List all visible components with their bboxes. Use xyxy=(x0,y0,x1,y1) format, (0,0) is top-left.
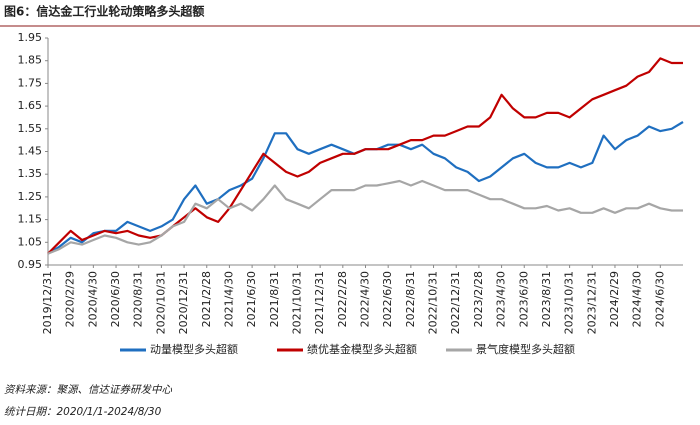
y-tick-label: 1.65 xyxy=(18,99,43,112)
series-line xyxy=(47,179,683,255)
legend-label: 景气度模型多头超额 xyxy=(476,342,575,356)
y-tick-label: 1.45 xyxy=(18,145,43,158)
series-line xyxy=(47,57,683,255)
x-tick-label: 2021/4/30 xyxy=(222,271,235,327)
x-tick-label: 2021/12/31 xyxy=(313,271,326,334)
source-note: 资料来源：聚源、信达证券研发中心 xyxy=(4,384,172,396)
legend-label: 动量模型多头超额 xyxy=(150,342,238,356)
y-tick-label: 1.05 xyxy=(18,235,43,248)
x-tick-label: 2023/8/31 xyxy=(540,271,553,327)
y-tick-label: 1.85 xyxy=(18,54,43,67)
x-tick-label: 2020/8/31 xyxy=(132,271,145,327)
x-tick-label: 2022/8/31 xyxy=(404,271,417,327)
x-tick-label: 2022/2/28 xyxy=(336,271,349,327)
x-tick-label: 2022/4/30 xyxy=(359,271,372,327)
x-tick-label: 2021/2/28 xyxy=(200,271,213,327)
series-line xyxy=(47,121,684,255)
x-tick-label: 2024/4/30 xyxy=(631,271,644,327)
x-tick-label: 2022/12/31 xyxy=(449,271,462,334)
x-tick-label: 2020/12/31 xyxy=(177,271,190,334)
x-tick-label: 2023/12/31 xyxy=(585,271,598,334)
legend-label: 绩优基金模型多头超额 xyxy=(307,342,417,356)
x-tick-label: 2019/12/31 xyxy=(41,271,54,334)
x-tick-label: 2020/10/31 xyxy=(154,271,167,334)
date-note: 统计日期：2020/1/1-2024/8/30 xyxy=(4,406,162,418)
y-tick-label: 1.25 xyxy=(18,190,43,203)
y-tick-label: 1.15 xyxy=(18,213,43,226)
x-tick-label: 2024/6/30 xyxy=(653,271,666,327)
x-tick-label: 2020/4/30 xyxy=(86,271,99,327)
x-tick-label: 2023/2/28 xyxy=(472,271,485,327)
x-tick-label: 2022/6/30 xyxy=(381,271,394,327)
y-tick-label: 1.35 xyxy=(18,167,43,180)
x-tick-label: 2020/2/29 xyxy=(64,271,77,327)
y-tick-label: 0.95 xyxy=(18,258,43,271)
y-tick-label: 1.75 xyxy=(18,76,43,89)
x-tick-label: 2022/10/31 xyxy=(427,271,440,334)
x-tick-label: 2021/6/30 xyxy=(245,271,258,327)
chart-title: 图6：信达金工行业轮动策略多头超额 xyxy=(4,4,204,19)
x-tick-label: 2024/2/29 xyxy=(608,271,621,327)
x-tick-label: 2020/6/30 xyxy=(109,271,122,327)
x-tick-label: 2023/6/30 xyxy=(517,271,530,327)
x-tick-label: 2021/10/31 xyxy=(290,271,303,334)
x-tick-label: 2021/8/31 xyxy=(268,271,281,327)
y-tick-label: 1.55 xyxy=(18,122,43,135)
x-tick-label: 2023/10/31 xyxy=(563,271,576,334)
x-tick-label: 2023/4/30 xyxy=(495,271,508,327)
y-tick-label: 1.95 xyxy=(18,31,43,44)
